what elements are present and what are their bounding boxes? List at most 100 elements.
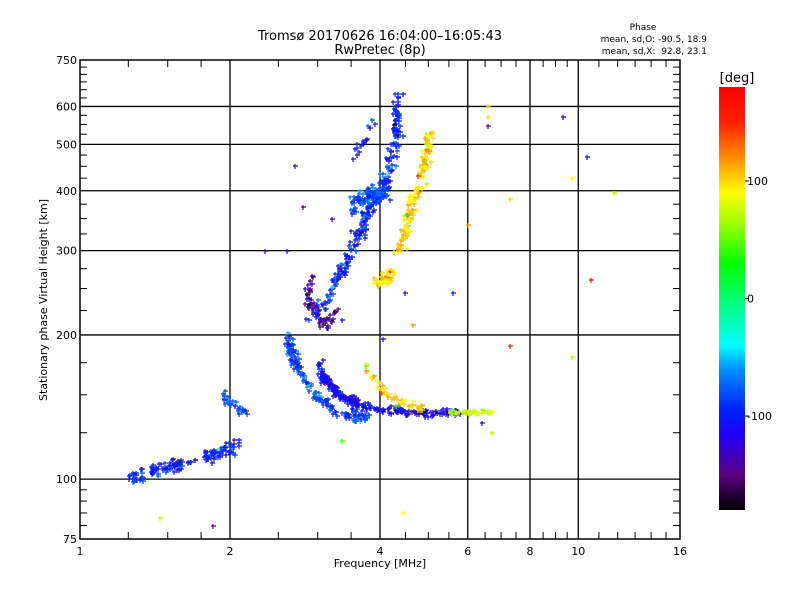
outlier-point	[301, 205, 306, 210]
data-point	[344, 254, 349, 259]
data-point	[373, 122, 378, 127]
data-point	[372, 406, 377, 411]
x-tick-label: 6	[464, 545, 471, 558]
outlier-point	[401, 511, 406, 516]
data-point	[331, 394, 336, 399]
data-point	[372, 193, 377, 198]
data-point	[385, 282, 390, 287]
data-point	[322, 317, 327, 322]
colorbar-tick-label: 0	[747, 293, 754, 306]
data-point	[223, 445, 228, 450]
data-point	[229, 403, 234, 408]
data-point	[370, 183, 375, 188]
data-point	[306, 283, 311, 288]
outlier-point	[585, 155, 590, 160]
data-point	[423, 152, 428, 157]
data-point	[140, 467, 145, 472]
data-point	[210, 461, 215, 466]
data-point	[349, 247, 354, 252]
data-point	[161, 468, 166, 473]
x-tick-label: 10	[571, 545, 585, 558]
data-point	[385, 164, 390, 169]
data-point	[389, 404, 394, 409]
colorbar-ticks: 100 0 -100	[745, 175, 772, 423]
data-point	[386, 407, 391, 412]
data-point	[387, 411, 392, 416]
data-point	[383, 279, 388, 284]
data-point	[361, 139, 366, 144]
data-point	[366, 194, 371, 199]
colorbar-label: [deg]	[720, 71, 755, 86]
data-point	[401, 134, 406, 139]
data-point	[335, 414, 340, 419]
phase-stats-heading: Phase	[630, 23, 657, 33]
data-point	[305, 297, 310, 302]
outlier-point	[381, 337, 386, 342]
data-point	[379, 388, 384, 393]
chart-title: Tromsø 20170626 16:04:00–16:05:43	[257, 29, 502, 44]
data-point	[383, 386, 388, 391]
data-point	[348, 195, 353, 200]
data-point	[357, 233, 362, 238]
data-point	[188, 460, 193, 465]
data-point	[286, 331, 291, 336]
data-point	[350, 255, 355, 260]
data-point	[307, 389, 312, 394]
data-point	[365, 188, 370, 193]
data-point	[295, 365, 300, 370]
data-point	[224, 441, 229, 446]
data-point	[210, 451, 215, 456]
data-point	[176, 459, 181, 464]
data-point	[424, 132, 429, 137]
data-point	[127, 474, 132, 479]
data-point	[141, 476, 146, 481]
data-point	[405, 213, 410, 218]
data-point	[454, 410, 459, 415]
data-point	[365, 198, 370, 203]
data-point	[367, 403, 372, 408]
data-point	[357, 414, 362, 419]
data-point	[407, 409, 412, 414]
data-point	[376, 196, 381, 201]
data-point	[397, 144, 402, 149]
data-point	[407, 218, 412, 223]
data-point	[331, 412, 336, 417]
data-point	[347, 416, 352, 421]
data-point	[318, 325, 323, 330]
data-point	[388, 179, 393, 184]
data-point	[442, 411, 447, 416]
data-point	[396, 96, 401, 101]
data-point	[394, 404, 399, 409]
data-point	[352, 209, 357, 214]
data-point	[403, 410, 408, 415]
data-point	[224, 449, 229, 454]
data-point	[469, 411, 474, 416]
outlier-point	[349, 229, 354, 234]
data-point	[371, 186, 376, 191]
data-point	[348, 240, 353, 245]
data-point	[420, 186, 425, 191]
data-point	[317, 364, 322, 369]
data-point	[405, 230, 410, 235]
data-point	[164, 470, 169, 475]
data-point	[377, 200, 382, 205]
data-point	[233, 404, 238, 409]
data-point	[289, 363, 294, 368]
data-point	[318, 318, 323, 323]
data-point	[151, 471, 156, 476]
data-point	[475, 411, 480, 416]
y-tick-label: 600	[56, 100, 77, 113]
data-point	[288, 336, 293, 341]
data-point	[205, 450, 210, 455]
data-point	[366, 207, 371, 212]
data-point	[423, 164, 428, 169]
outlier-point	[411, 323, 416, 328]
data-point	[307, 318, 312, 323]
data-point	[386, 147, 391, 152]
data-point	[361, 229, 366, 234]
data-point	[407, 195, 412, 200]
data-point	[328, 381, 333, 386]
data-point	[314, 315, 319, 320]
data-point	[237, 441, 242, 446]
data-point	[163, 461, 168, 466]
